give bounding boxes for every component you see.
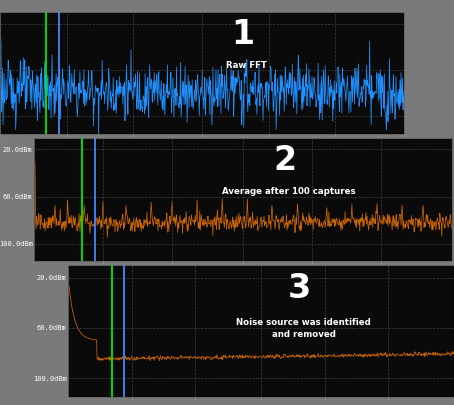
Text: Average after 100 captures: Average after 100 captures (222, 187, 355, 196)
Text: Raw FFT: Raw FFT (226, 61, 267, 70)
Text: 1: 1 (231, 18, 254, 51)
Text: 2: 2 (273, 144, 296, 177)
Text: 3: 3 (288, 272, 311, 305)
Text: Noise source was identified
and removed: Noise source was identified and removed (236, 318, 371, 339)
